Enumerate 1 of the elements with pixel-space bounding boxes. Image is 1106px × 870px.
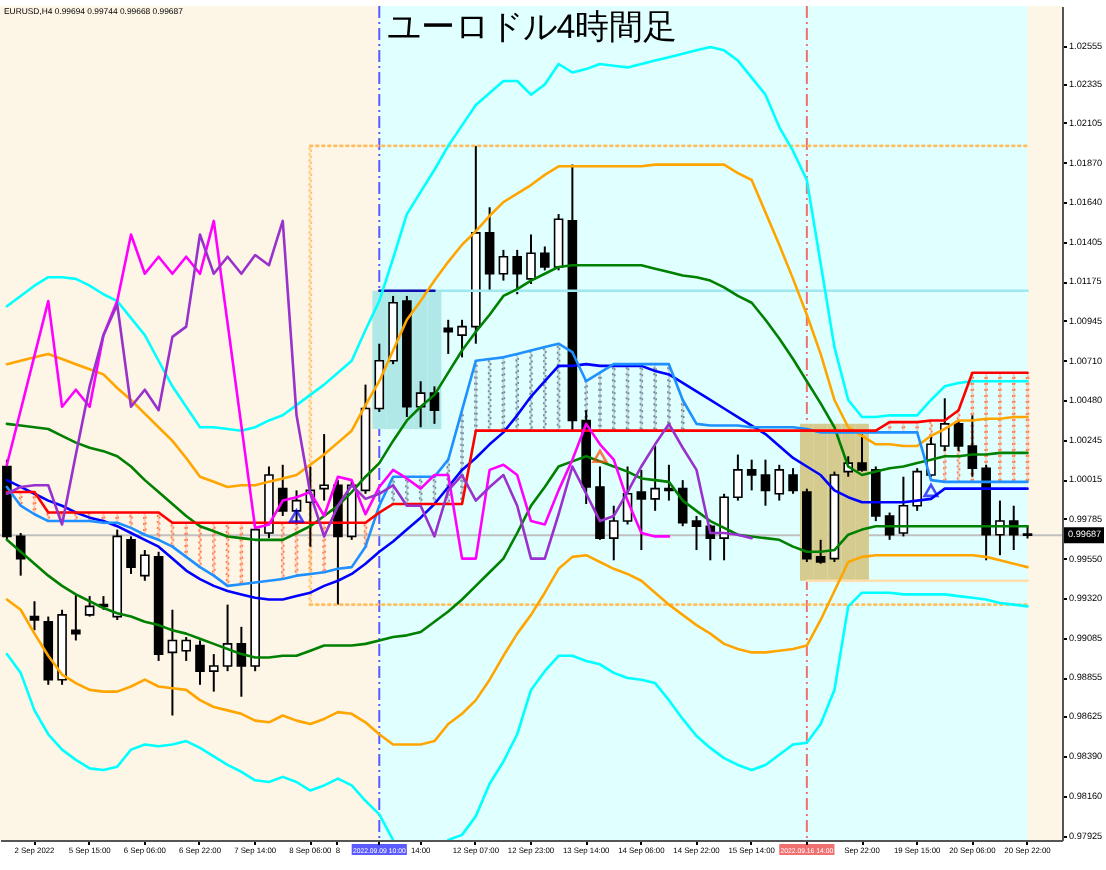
chart-title: ユーロドル4時間足 <box>386 8 678 46</box>
